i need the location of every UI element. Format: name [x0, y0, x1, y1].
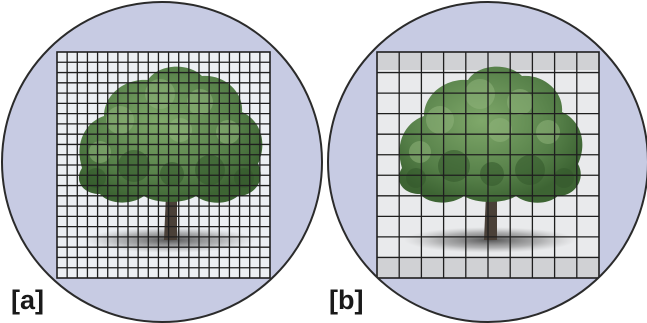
panel-b: [328, 2, 647, 322]
panel-a-label: [a]: [11, 285, 44, 315]
panel-a-square-border: [56, 51, 271, 279]
panel-a-fine-grid: [57, 52, 270, 278]
panel-a: [2, 2, 322, 322]
panel-a-circle-outline: [1, 1, 323, 323]
panel-b-square-border: [376, 51, 600, 279]
panel-b-circle-outline: [327, 1, 647, 323]
panel-b-label: [b]: [329, 285, 364, 315]
panel-b-coarse-grid: [377, 52, 599, 278]
